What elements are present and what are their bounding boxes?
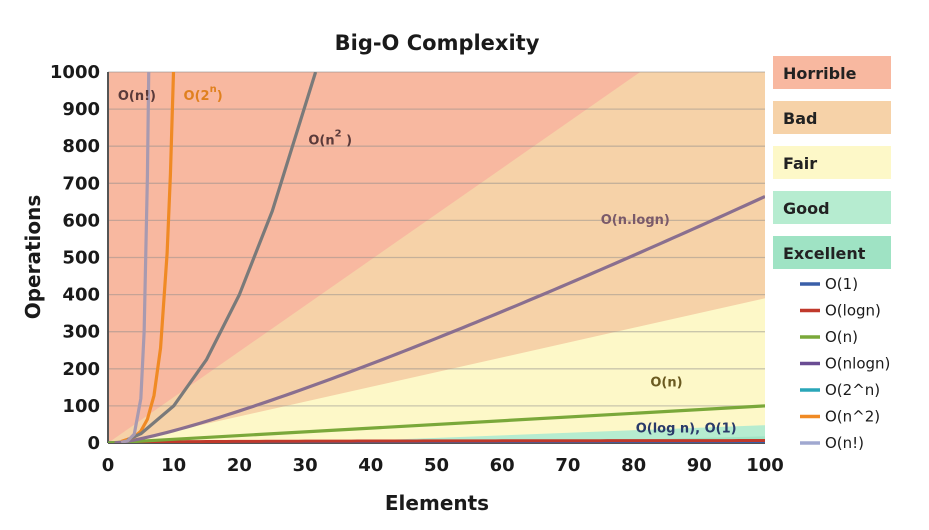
x-axis-title: Elements — [385, 491, 489, 515]
category-label: Excellent — [783, 244, 866, 263]
curve-label: O(n.logn) — [601, 213, 670, 228]
y-tick-label: 700 — [62, 173, 100, 194]
curve-label: O(n) — [650, 376, 682, 391]
x-tick-label: 80 — [621, 455, 646, 476]
series-line — [120, 72, 151, 443]
category-swatch — [773, 146, 891, 179]
legend-entry: O(nlogn) — [825, 355, 890, 373]
category-swatch — [773, 236, 891, 269]
category-swatch — [773, 191, 891, 224]
series-line — [114, 195, 765, 443]
y-tick-label: 0 — [87, 433, 100, 454]
legend-entry: O(n^2) — [825, 408, 880, 426]
y-tick-label: 500 — [62, 248, 100, 269]
y-tick-label: 200 — [62, 359, 100, 380]
curve-label: O(log n), O(1) — [636, 422, 737, 437]
legend-entry: O(1) — [825, 275, 858, 293]
x-tick-label: 60 — [490, 455, 515, 476]
y-tick-label: 400 — [62, 285, 100, 306]
y-tick-label: 1000 — [50, 62, 100, 83]
series-line — [127, 72, 318, 442]
y-tick-label: 300 — [62, 322, 100, 343]
plot-area: 0 10 20 30 40 50 60 70 80 90 100010020030040050060… — [50, 62, 784, 476]
category-label: Horrible — [783, 64, 857, 83]
region-good — [305, 425, 765, 443]
x-tick-label: 20 — [227, 455, 252, 476]
legend: O(1) O(logn) O(n) O(nlogn) O(2^n) O(n^2) O(n!) — [800, 275, 890, 452]
category-swatch — [773, 56, 891, 89]
category-label: Good — [783, 199, 830, 218]
category-label: Bad — [783, 109, 817, 128]
legend-entry: O(logn) — [825, 302, 881, 320]
region-horrible — [108, 72, 641, 443]
x-tick-label: 90 — [687, 455, 712, 476]
x-tick-label: 70 — [555, 455, 580, 476]
legend-entry: O(n) — [825, 328, 858, 346]
curve-label: O(n!) — [118, 89, 156, 104]
y-tick-label: 600 — [62, 210, 100, 231]
curves — [108, 72, 765, 443]
category-label: Fair — [783, 154, 817, 173]
series-line — [114, 439, 765, 443]
x-tick-label: 100 — [746, 455, 784, 476]
complexity-categories: Horrible Bad Fair Good Excellent — [773, 56, 891, 269]
legend-entry: O(n!) — [825, 434, 864, 452]
x-tick-label: 0 — [102, 455, 115, 476]
category-swatch — [773, 101, 891, 134]
y-tick-label: 900 — [62, 99, 100, 120]
x-tick-label: 10 — [161, 455, 186, 476]
y-axis-title: Operations — [21, 195, 45, 320]
chart-title: Big-O Complexity — [335, 31, 540, 55]
y-tick-label: 800 — [62, 136, 100, 157]
region-fair — [121, 298, 765, 443]
y-tick-label: 100 — [62, 396, 100, 417]
series-line — [108, 404, 765, 443]
x-tick-label: 30 — [293, 455, 318, 476]
legend-entry: O(2^n) — [825, 381, 880, 399]
curve-label: O(n2 ) — [308, 128, 352, 148]
x-tick-label: 40 — [358, 455, 383, 476]
x-tick-label: 50 — [424, 455, 449, 476]
